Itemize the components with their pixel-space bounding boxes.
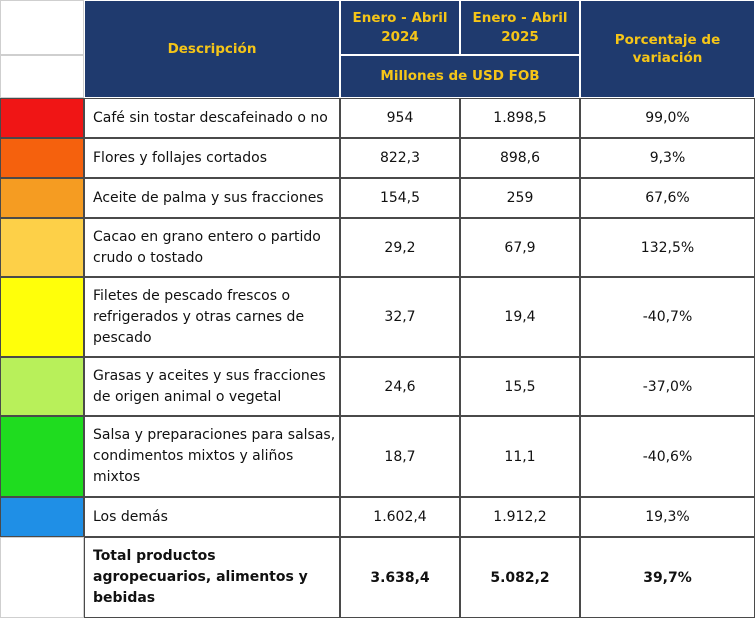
color-swatch (0, 98, 84, 138)
row-description: Salsa y preparaciones para salsas, condi… (84, 416, 340, 497)
value-2024: 24,6 (340, 357, 460, 416)
variation-value: 9,3% (580, 138, 755, 178)
color-swatch (0, 178, 84, 218)
variation-value: 99,0% (580, 98, 755, 138)
value-2025: 11,1 (460, 416, 580, 497)
value-2024: 154,5 (340, 178, 460, 218)
value-2024: 32,7 (340, 277, 460, 357)
color-swatch (0, 416, 84, 497)
variation-value: -40,7% (580, 277, 755, 357)
color-swatch (0, 357, 84, 416)
row-description: Los demás (84, 497, 340, 537)
value-2025: 67,9 (460, 218, 580, 277)
value-2025: 19,4 (460, 277, 580, 357)
variation-value: 19,3% (580, 497, 755, 537)
header-period-2024: Enero - Abril 2024 (340, 0, 460, 55)
value-2024: 1.602,4 (340, 497, 460, 537)
value-2025: 259 (460, 178, 580, 218)
header-period-2025: Enero - Abril 2025 (460, 0, 580, 55)
row-description: Cacao en grano entero o partido crudo o … (84, 218, 340, 277)
row-description: Aceite de palma y sus fracciones (84, 178, 340, 218)
color-swatch (0, 218, 84, 277)
value-2024: 29,2 (340, 218, 460, 277)
value-2024: 822,3 (340, 138, 460, 178)
row-description: Café sin tostar descafeinado o no (84, 98, 340, 138)
value-2025: 1.898,5 (460, 98, 580, 138)
header-units: Millones de USD FOB (340, 55, 580, 98)
total-description: Total productos agropecuarios, alimentos… (84, 537, 340, 618)
variation-value: 67,6% (580, 178, 755, 218)
total-variation: 39,7% (580, 537, 755, 618)
total-blank (0, 537, 84, 618)
color-swatch (0, 497, 84, 537)
total-2025: 5.082,2 (460, 537, 580, 618)
row-description: Filetes de pescado frescos o refrigerado… (84, 277, 340, 357)
value-2025: 15,5 (460, 357, 580, 416)
row-description: Grasas y aceites y sus fracciones de ori… (84, 357, 340, 416)
row-description: Flores y follajes cortados (84, 138, 340, 178)
variation-value: 132,5% (580, 218, 755, 277)
total-2024: 3.638,4 (340, 537, 460, 618)
header-blank-top (0, 0, 84, 55)
header-blank-bottom (0, 55, 84, 98)
color-swatch (0, 277, 84, 357)
value-2025: 898,6 (460, 138, 580, 178)
header-descripcion: Descripción (84, 0, 340, 98)
value-2024: 954 (340, 98, 460, 138)
value-2024: 18,7 (340, 416, 460, 497)
color-swatch (0, 138, 84, 178)
value-2025: 1.912,2 (460, 497, 580, 537)
header-variation: Porcentaje de variación (580, 0, 755, 98)
variation-value: -37,0% (580, 357, 755, 416)
variation-value: -40,6% (580, 416, 755, 497)
